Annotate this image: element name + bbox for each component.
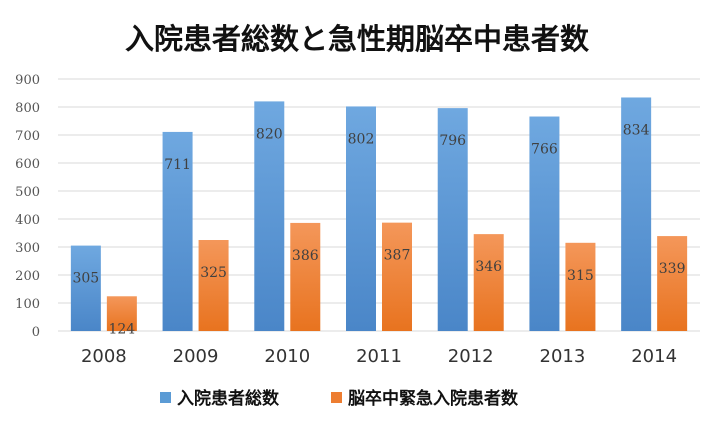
data-label-total-2014: 834 (623, 122, 650, 138)
y-axis: 0 100 200 300 400 500 600 700 800 900 (15, 73, 40, 340)
y-tick-label: 0 (32, 325, 40, 340)
data-label-total-2009: 711 (164, 157, 191, 173)
legend-label-stroke: 脳卒中緊急入院患者数 (348, 388, 519, 409)
legend-swatch-total (160, 392, 171, 403)
bar-total-2010 (254, 101, 285, 332)
bar-total-2013 (529, 116, 560, 332)
data-label-stroke-2014: 339 (659, 261, 686, 277)
data-label-total-2011: 802 (348, 131, 375, 147)
data-label-total-2012: 796 (439, 133, 466, 149)
data-label-stroke-2011: 387 (384, 248, 411, 264)
y-tick-label: 700 (15, 129, 40, 144)
x-tick-label: 2010 (264, 346, 310, 367)
y-tick-label: 800 (15, 101, 40, 116)
y-tick-label: 600 (15, 157, 40, 172)
bars: 305 124 711 325 820 386 802 387 796 346 766 315 834 3… (70, 97, 688, 337)
data-label-stroke-2013: 315 (567, 268, 594, 284)
bar-stroke-2013 (565, 242, 596, 331)
x-tick-label: 2011 (356, 346, 402, 367)
bar-total-2012 (437, 108, 468, 332)
data-label-total-2008: 305 (72, 271, 99, 287)
legend: 入院患者総数 脳卒中緊急入院患者数 (160, 388, 519, 409)
x-axis: 2008 2009 2010 2011 2012 2013 2014 (81, 346, 677, 367)
gridlines (58, 78, 700, 332)
legend-label-total: 入院患者総数 (177, 388, 280, 409)
bar-total-2014 (621, 97, 652, 331)
x-tick-label: 2014 (631, 346, 677, 367)
data-label-stroke-2012: 346 (475, 259, 502, 275)
legend-swatch-stroke (331, 392, 342, 403)
bar-stroke-2008 (106, 296, 137, 331)
bar-stroke-2014 (657, 236, 688, 331)
bar-stroke-2009 (198, 240, 229, 331)
data-label-total-2010: 820 (256, 126, 283, 142)
data-label-total-2013: 766 (531, 142, 558, 158)
y-tick-label: 100 (15, 297, 40, 312)
bar-stroke-2011 (382, 222, 412, 331)
x-tick-label: 2012 (448, 346, 494, 367)
y-tick-label: 400 (15, 213, 40, 228)
bar-stroke-2010 (290, 222, 321, 331)
bar-total-2008 (70, 245, 101, 331)
y-tick-label: 200 (15, 269, 40, 284)
data-label-stroke-2009: 325 (200, 265, 227, 281)
data-label-stroke-2008: 124 (108, 321, 135, 337)
data-label-stroke-2010: 386 (292, 248, 319, 264)
bar-total-2009 (162, 131, 193, 331)
x-tick-label: 2009 (173, 346, 219, 367)
bar-stroke-2012 (473, 234, 504, 331)
x-tick-label: 2008 (81, 346, 127, 367)
x-tick-label: 2013 (540, 346, 586, 367)
y-tick-label: 500 (15, 185, 40, 200)
y-tick-label: 900 (15, 73, 40, 88)
chart-title: 入院患者総数と急性期脳卒中患者数 (125, 22, 590, 56)
bar-total-2011 (346, 106, 376, 331)
y-tick-label: 300 (15, 241, 40, 256)
